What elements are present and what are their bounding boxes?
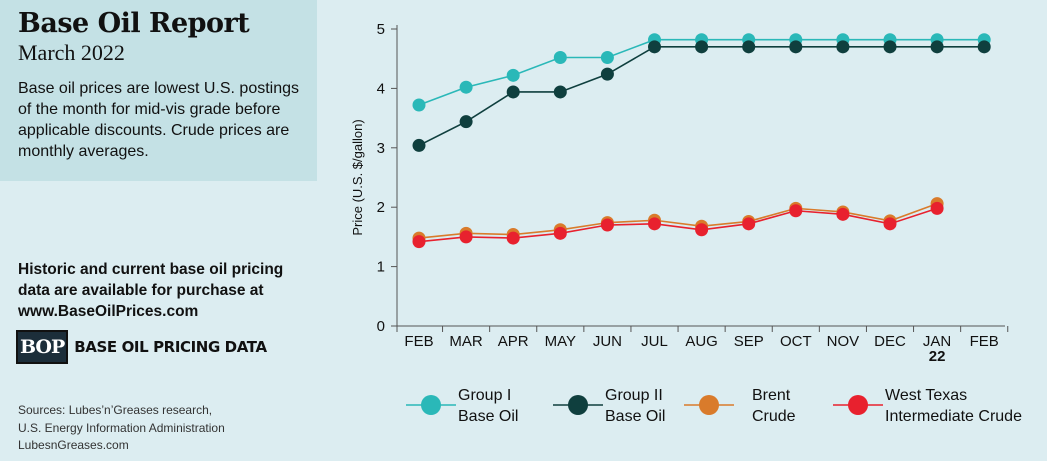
legend-label: Base Oil: [458, 408, 518, 425]
legend-label: Brent: [752, 387, 791, 404]
series-line-1: [418, 46, 985, 147]
sources-line-1: Sources: Lubes’n’Greases research,: [18, 403, 213, 417]
series-point-1: [648, 40, 661, 54]
series-point-3: [553, 226, 567, 240]
x-tick-label: FEB: [404, 333, 433, 350]
x-tick-label: FEB: [970, 333, 999, 350]
report-subtitle: March 2022: [18, 40, 125, 65]
bop-logo-mark: BOP: [16, 330, 69, 364]
x-tick-label: MAY: [545, 333, 576, 350]
x-tick-label: JUL: [641, 333, 668, 350]
legend-swatch-marker: [421, 395, 441, 415]
series-point-3: [742, 217, 756, 231]
legend-label: Base Oil: [605, 408, 665, 425]
series-line-2: [418, 202, 938, 239]
series-point-3: [789, 204, 803, 218]
series-point-1: [506, 85, 520, 99]
x-tick-label: OCT: [780, 333, 812, 350]
series-point-3: [695, 223, 709, 237]
x-tick-label: NOV: [827, 333, 860, 350]
x-tick-label: AUG: [685, 333, 718, 350]
series-point-1: [930, 40, 944, 54]
series-point-3: [412, 235, 426, 249]
series-point-3: [459, 230, 473, 244]
legend-swatch-marker: [699, 395, 719, 415]
series-point-1: [695, 40, 709, 54]
legend-label: Group I: [458, 387, 511, 404]
series-line-3: [418, 207, 938, 243]
x-tick-label: JUN: [593, 333, 622, 350]
series-point-1: [412, 138, 426, 152]
series-point-1: [836, 40, 850, 54]
y-tick-label: 1: [377, 259, 385, 276]
series-point-3: [836, 207, 850, 221]
legend-label: Crude: [752, 408, 796, 425]
report-title: Base Oil Report: [18, 8, 250, 39]
series-point-1: [977, 40, 991, 54]
bop-logo: BOP BASE OIL PRICING DATA: [16, 330, 267, 364]
legend-swatch-marker: [568, 395, 588, 415]
y-tick-label: 3: [377, 140, 385, 157]
x-tick-label: DEC: [874, 333, 906, 350]
series-point-1: [883, 40, 897, 54]
series-point-3: [600, 218, 614, 232]
x-tick-label: APR: [498, 333, 529, 350]
series-point-0: [600, 51, 614, 65]
series-point-1: [553, 85, 567, 99]
series-point-3: [506, 231, 520, 245]
series-point-0: [412, 98, 426, 112]
legend-label: Intermediate Crude: [885, 408, 1022, 425]
site-url: LubesnGreases.com: [18, 438, 129, 452]
y-axis-label: Price (U.S. $/gallon): [350, 119, 365, 235]
series-point-0: [506, 68, 520, 82]
series-point-0: [459, 80, 473, 94]
y-tick-label: 5: [377, 21, 385, 38]
series-point-3: [648, 217, 661, 231]
series-point-1: [789, 40, 803, 54]
y-tick-label: 4: [377, 80, 385, 97]
sources-line-2: U.S. Energy Information Administration: [18, 421, 225, 435]
x-tick-label: MAR: [449, 333, 483, 350]
promo-url-link[interactable]: www.BaseOilPrices.com: [18, 303, 199, 320]
series-point-0: [553, 51, 567, 65]
series-point-1: [459, 115, 473, 129]
promo-line: Historic and current base oil pricing da…: [18, 261, 284, 299]
legend-label: West Texas: [885, 387, 967, 404]
series-point-1: [600, 67, 614, 81]
sources-note: Sources: Lubes’n’Greases research, U.S. …: [18, 401, 308, 437]
promo-text: Historic and current base oil pricing da…: [18, 259, 308, 322]
report-description: Base oil prices are lowest U.S. postings…: [18, 80, 300, 160]
x-tick-label: SEP: [734, 333, 764, 350]
x-year-label: 22: [929, 348, 946, 365]
legend-label: Group II: [605, 387, 663, 404]
bop-logo-label: BASE OIL PRICING DATA: [74, 338, 267, 356]
x-tick-label: JAN: [923, 333, 951, 350]
y-tick-label: 2: [377, 199, 385, 216]
series-point-1: [742, 40, 756, 54]
series-point-3: [883, 217, 897, 231]
legend-swatch-marker: [848, 395, 868, 415]
y-tick-label: 0: [377, 318, 385, 335]
report-header-panel: Base Oil Report March 2022 Base oil pric…: [0, 0, 317, 181]
series-point-3: [930, 201, 944, 215]
